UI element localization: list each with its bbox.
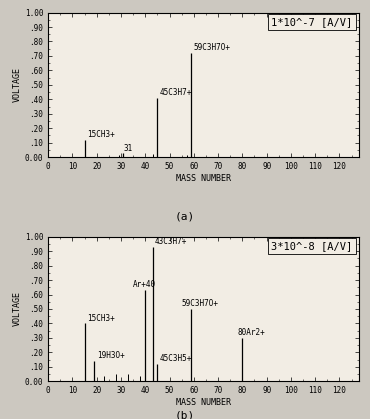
X-axis label: MASS NUMBER: MASS NUMBER (176, 398, 231, 407)
Text: 19H3O+: 19H3O+ (97, 351, 124, 360)
X-axis label: MASS NUMBER: MASS NUMBER (176, 174, 231, 183)
Text: 80Ar2+: 80Ar2+ (238, 328, 265, 337)
Text: 59C3H7O+: 59C3H7O+ (194, 43, 231, 52)
Text: 59C3H7O+: 59C3H7O+ (182, 299, 219, 308)
Text: (a): (a) (175, 212, 195, 222)
Text: 31: 31 (123, 144, 132, 153)
Text: 15CH3+: 15CH3+ (87, 130, 115, 139)
Text: Ar+40: Ar+40 (133, 280, 156, 290)
Text: (b): (b) (175, 411, 195, 419)
Y-axis label: VOLTAGE: VOLTAGE (13, 67, 22, 102)
Text: 43C3H7+: 43C3H7+ (155, 237, 187, 246)
Text: 45C3H5+: 45C3H5+ (160, 354, 192, 363)
Y-axis label: VOLTAGE: VOLTAGE (13, 292, 22, 326)
Text: 15CH3+: 15CH3+ (87, 314, 115, 323)
Text: 3*10^-8 [A/V]: 3*10^-8 [A/V] (272, 241, 353, 251)
Text: 45C3H7+: 45C3H7+ (160, 88, 192, 97)
Text: 1*10^-7 [A/V]: 1*10^-7 [A/V] (272, 17, 353, 27)
